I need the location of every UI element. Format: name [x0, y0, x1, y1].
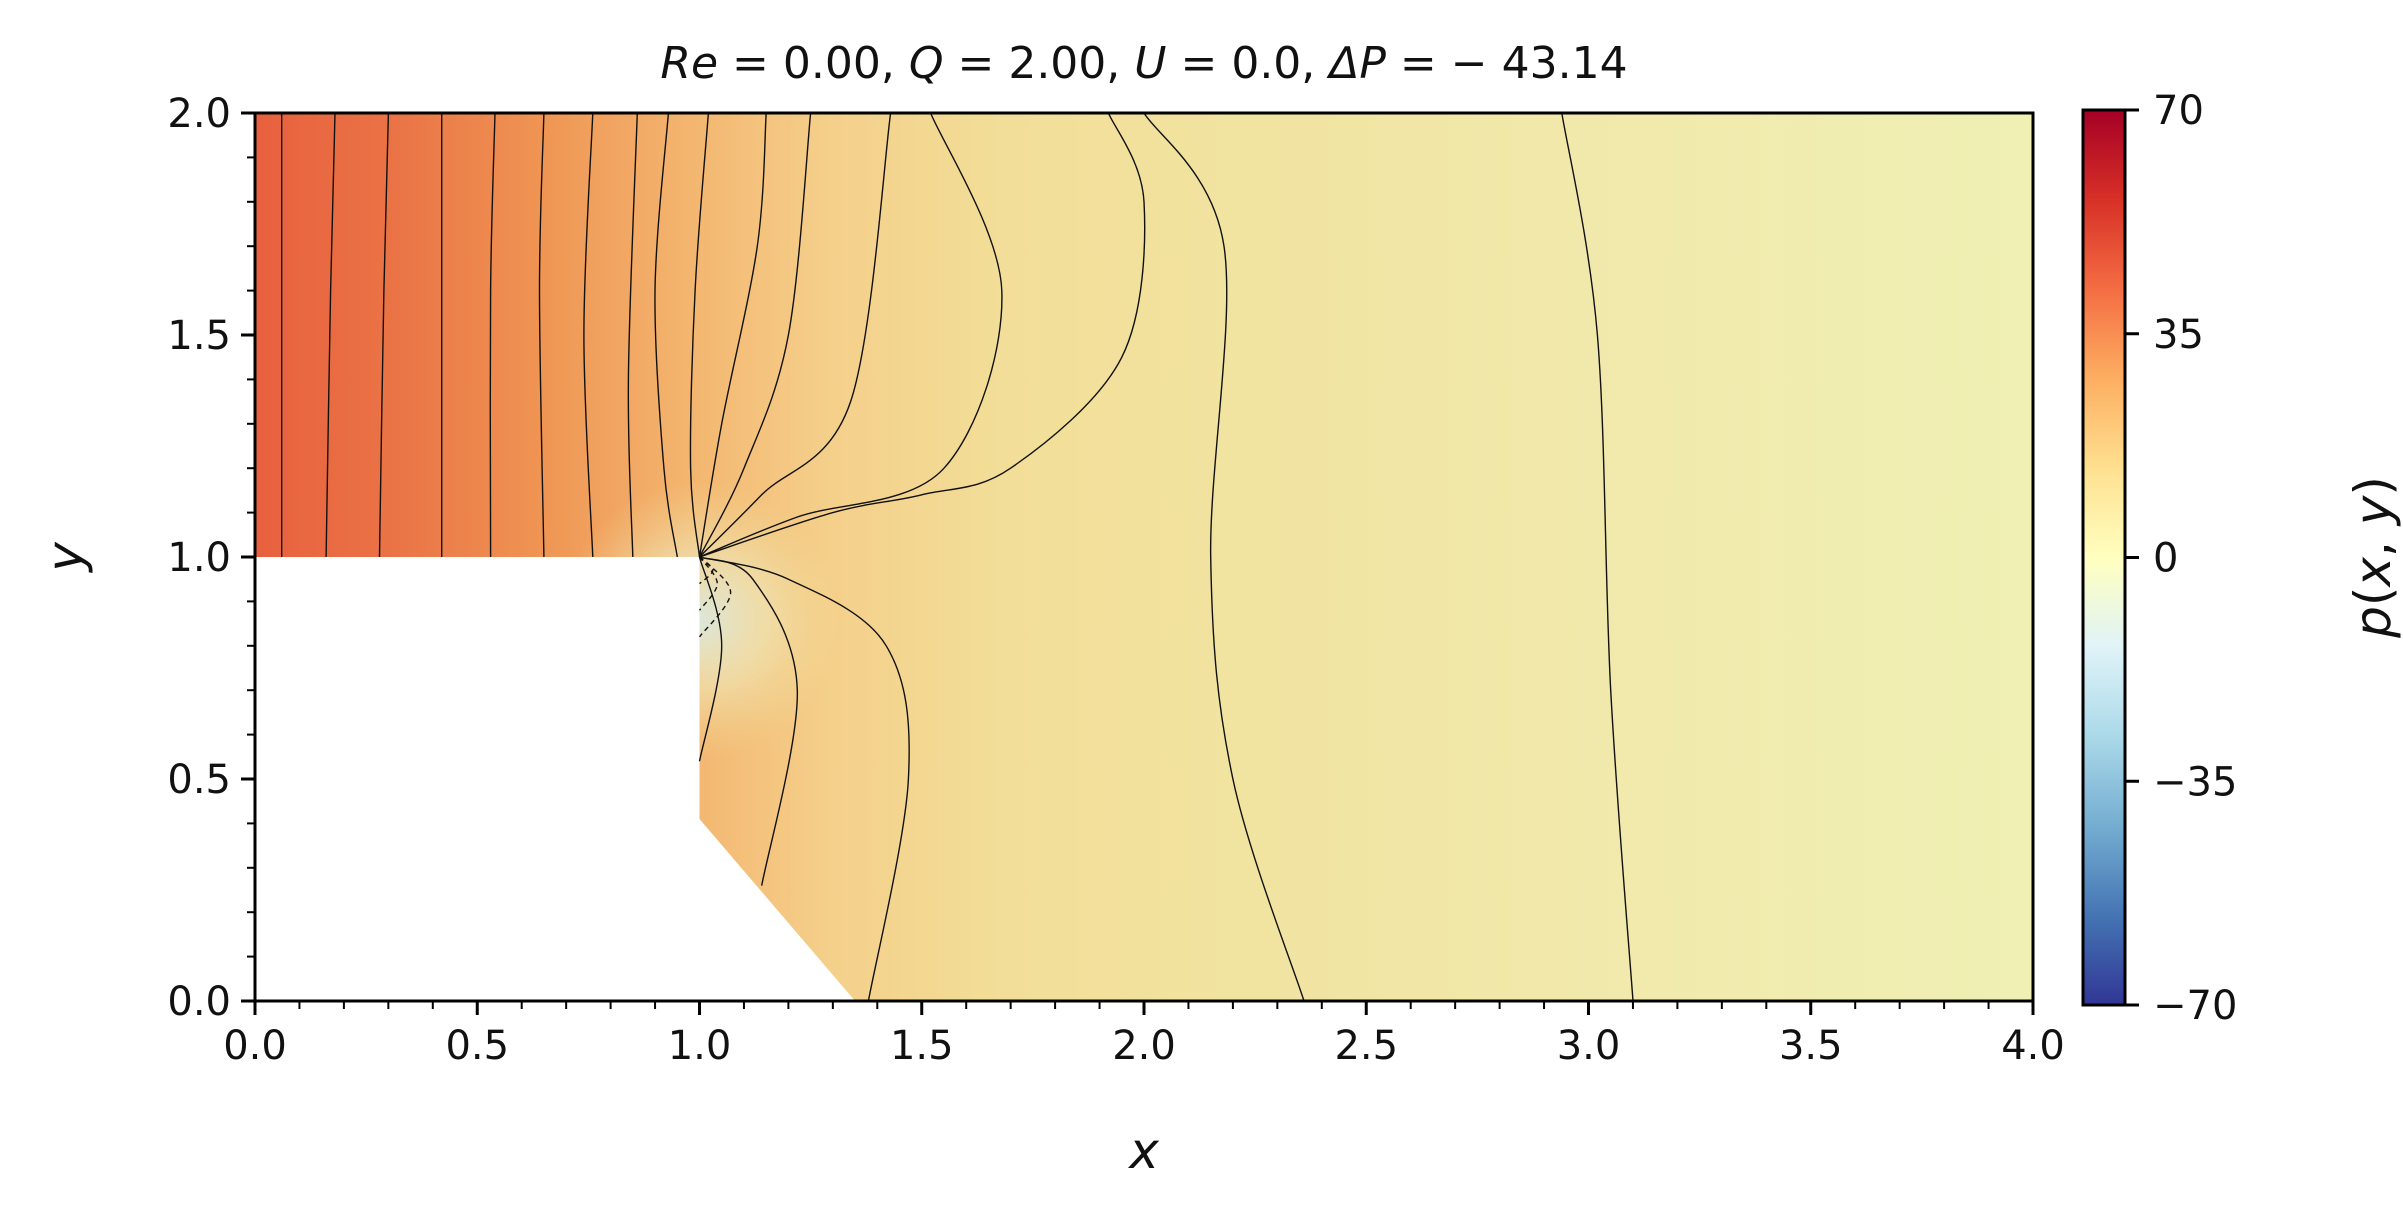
contour-line	[699, 556, 910, 1001]
contour-line	[538, 113, 545, 558]
colorbar-label: p(x, y)	[2344, 476, 2402, 639]
contour-line	[654, 113, 678, 558]
contour-line	[489, 113, 496, 558]
text-part: p	[2344, 606, 2402, 639]
text-part: )	[2344, 476, 2402, 496]
x-tick-label: 0.5	[445, 1023, 509, 1069]
contour-line	[698, 113, 812, 558]
text-part: U	[1134, 38, 1166, 89]
contour-line	[699, 556, 799, 886]
text-part: = 2.00,	[943, 38, 1134, 89]
colorbar-tick-label: 70	[2153, 88, 2204, 134]
contour-lines	[255, 113, 2033, 1001]
contour-line	[698, 113, 767, 558]
contour-line-negative	[698, 556, 719, 611]
contour-line	[325, 113, 336, 558]
contour-line	[1143, 113, 1305, 1001]
text-part: x	[2344, 557, 2402, 589]
x-axis: 0.0 0.5 1.0 1.5 2.0 2.5 3.0 3.5 4.0	[223, 1001, 2065, 1069]
contour-line	[699, 113, 892, 558]
x-tick-label: 4.0	[2001, 1023, 2065, 1069]
x-tick-label: 0.0	[223, 1023, 287, 1069]
x-tick-label: 3.0	[1557, 1023, 1621, 1069]
text-part: Q	[909, 38, 944, 89]
text-part: ,	[2344, 525, 2402, 557]
contour-line	[1561, 113, 1634, 1001]
text-part: Re	[660, 38, 718, 89]
contour-line	[627, 113, 638, 558]
contour-line	[699, 113, 1003, 558]
colorbar-tick-label: 35	[2153, 312, 2204, 358]
colorbar-tick-label: −70	[2153, 983, 2237, 1029]
y-axis: 0.0 0.5 1.0 1.5 2.0	[167, 91, 255, 1025]
text-part: = − 43.14	[1386, 38, 1628, 89]
text-part: ΔP	[1326, 38, 1386, 89]
contour-line	[699, 113, 1146, 558]
contour-line	[689, 113, 710, 558]
plot-area	[253, 111, 2035, 1003]
y-axis-label: y	[36, 541, 94, 574]
x-axis-label: x	[1127, 1122, 1159, 1180]
y-tick-label: 2.0	[167, 91, 231, 137]
contour-line-negative	[699, 556, 714, 585]
contour-line	[378, 113, 390, 558]
text-part: y	[2344, 494, 2402, 527]
y-tick-label: 1.5	[167, 313, 231, 359]
colorbar-scale	[2081, 108, 2127, 1007]
x-tick-label: 1.0	[668, 1023, 732, 1069]
contour-line	[583, 113, 594, 558]
colorbar-ticks: 70 35 0 −35 −70	[2125, 88, 2237, 1029]
text-part: = 0.0,	[1166, 38, 1329, 89]
y-tick-label: 1.0	[167, 535, 231, 581]
masked-step-region	[255, 557, 856, 1001]
x-tick-label: 3.5	[1779, 1023, 1843, 1069]
y-tick-label: 0.5	[167, 757, 231, 803]
x-tick-label: 2.0	[1112, 1023, 1176, 1069]
text-part: (	[2344, 587, 2402, 607]
chart-title: Re = 0.00, Q = 2.00, U = 0.0, ΔP = − 43.…	[660, 38, 1627, 89]
colorbar-tick-label: −35	[2153, 759, 2237, 805]
colorbar-tick-label: 0	[2153, 536, 2178, 582]
colorbar: 70 35 0 −35 −70 p(x, y)	[2081, 88, 2402, 1029]
x-tick-label: 1.5	[890, 1023, 954, 1069]
x-tick-label: 2.5	[1334, 1023, 1398, 1069]
y-tick-label: 0.0	[167, 979, 231, 1025]
text-part: = 0.00,	[718, 38, 909, 89]
